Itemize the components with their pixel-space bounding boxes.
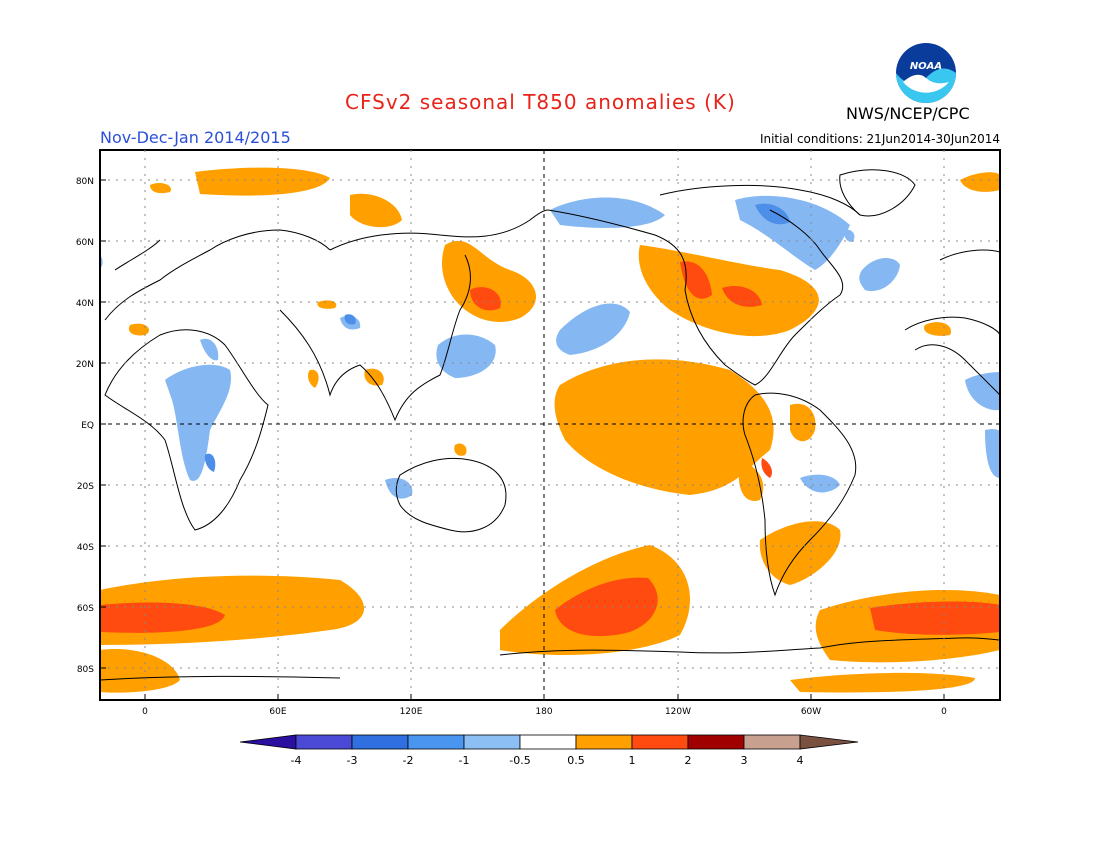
- colorbar-label: 0.5: [567, 754, 585, 767]
- lat-label: 20S: [77, 482, 94, 492]
- colorbar-cell: [743, 734, 801, 750]
- lat-label: 40S: [77, 543, 94, 553]
- graticule: [100, 150, 1000, 700]
- lon-label: 60W: [801, 707, 821, 717]
- lon-labels: 0 60E 120E 180 120W 60W 0: [142, 707, 947, 717]
- noaa-logo-icon: NOAA: [896, 43, 956, 103]
- lat-label: 20N: [76, 360, 94, 370]
- lat-label: EQ: [81, 421, 94, 431]
- lat-label: 40N: [76, 299, 94, 309]
- lon-label: 0: [941, 707, 947, 717]
- lon-label: 120W: [665, 707, 691, 717]
- anomaly-layer: [100, 167, 1000, 693]
- lon-label: 120E: [400, 707, 423, 717]
- colorbar-label: -2: [403, 754, 414, 767]
- lat-label: 80S: [77, 665, 94, 675]
- colorbar-cell: [239, 734, 297, 750]
- agency-label: NWS/NCEP/CPC: [846, 104, 970, 123]
- colorbar-cell: [463, 734, 521, 750]
- lat-label: 60N: [76, 238, 94, 248]
- colorbar-label: -3: [347, 754, 358, 767]
- lon-label: 180: [535, 707, 552, 717]
- colorbar-label: 3: [741, 754, 748, 767]
- colorbar-label: 4: [797, 754, 804, 767]
- season-label: Nov-Dec-Jan 2014/2015: [100, 128, 291, 147]
- colorbar-label: 2: [685, 754, 692, 767]
- lon-label: 0: [142, 707, 148, 717]
- negative-anomaly-strong: [204, 203, 790, 472]
- colorbar-cell: [575, 734, 633, 750]
- map-frame: [99, 149, 1001, 701]
- colorbar: [239, 734, 859, 750]
- colorbar-cell: [631, 734, 689, 750]
- colorbar-labels: -4 -3 -2 -1 -0.5 0.5 1 2 3 4: [291, 754, 804, 767]
- lat-labels: 80N 60N 40N 20N EQ 20S 40S 60S 80S: [76, 177, 94, 675]
- lat-label: 60S: [77, 604, 94, 614]
- colorbar-cell: [351, 734, 409, 750]
- map-title: CFSv2 seasonal T850 anomalies (K): [345, 90, 736, 114]
- colorbar-cell: [295, 734, 353, 750]
- coastlines: [100, 169, 1000, 681]
- lon-label: 60E: [269, 707, 286, 717]
- lat-label: 80N: [76, 177, 94, 187]
- positive-anomaly-strong: [100, 261, 1000, 637]
- map-ticks: [100, 179, 945, 700]
- colorbar-label: -0.5: [509, 754, 530, 767]
- initial-conditions-label: Initial conditions: 21Jun2014-30Jun2014: [759, 132, 1000, 146]
- colorbar-cell: [519, 734, 577, 750]
- colorbar-cell: [687, 734, 745, 750]
- colorbar-label: -4: [291, 754, 302, 767]
- colorbar-cell: [799, 734, 859, 750]
- positive-anomaly-light: [100, 167, 1000, 693]
- svg-text:NOAA: NOAA: [910, 61, 942, 72]
- colorbar-cell: [407, 734, 465, 750]
- equator-dateline: [100, 150, 1000, 700]
- colorbar-label: -1: [459, 754, 470, 767]
- colorbar-label: 1: [629, 754, 636, 767]
